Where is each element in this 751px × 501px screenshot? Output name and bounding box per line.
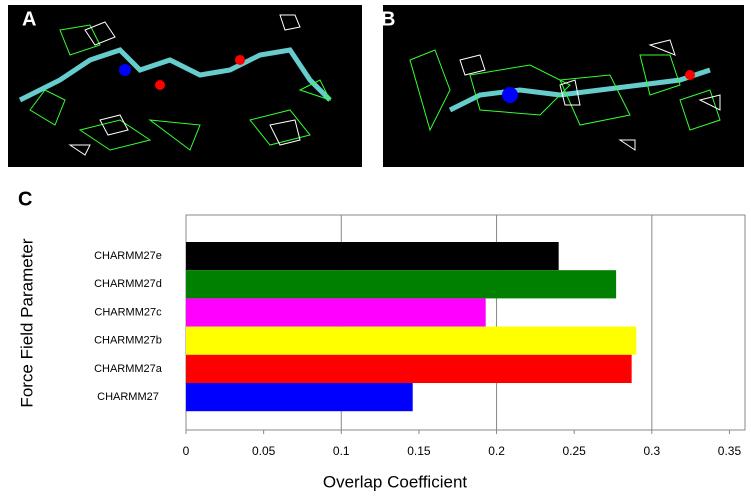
bar xyxy=(186,242,559,271)
x-tick-label: 0.05 xyxy=(252,444,276,458)
bar xyxy=(186,298,486,327)
panel-b-molecule xyxy=(409,39,721,151)
panel-b-image xyxy=(383,5,744,167)
plot-area: 0 0.05 0.1 0.15 0.2 0.25 0.3 0.35 CHARMM27e CHARM… xyxy=(94,214,746,458)
bar xyxy=(186,354,632,383)
y-tick-label: CHARMM27e xyxy=(94,250,162,262)
x-tick-label: 0.2 xyxy=(488,444,505,458)
x-axis-title: Overlap Coefficient xyxy=(323,472,468,491)
y-axis-title: Force Field Parameter xyxy=(17,238,36,407)
x-tick-label: 0.15 xyxy=(407,444,431,458)
panel-label: B xyxy=(381,8,395,30)
x-tick-label: 0 xyxy=(183,444,190,458)
bar xyxy=(186,326,637,355)
bar xyxy=(186,270,617,299)
y-tick-label: CHARMM27 xyxy=(97,391,159,403)
bar xyxy=(186,383,413,412)
panel-label: A xyxy=(22,8,36,30)
panel-a-molecule xyxy=(18,14,332,156)
x-tick-label: 0.25 xyxy=(563,444,587,458)
x-tick-label: 0.35 xyxy=(718,444,742,458)
y-tick-label: CHARMM27a xyxy=(94,363,163,375)
y-tick-label: CHARMM27b xyxy=(94,335,162,347)
panel-label: C xyxy=(18,188,32,210)
panel-a-image xyxy=(8,5,362,167)
x-tick-label: 0.1 xyxy=(333,444,350,458)
y-tick-label: CHARMM27c xyxy=(94,306,162,318)
x-tick-label: 0.3 xyxy=(643,444,660,458)
y-tick-label: CHARMM27d xyxy=(94,278,162,290)
